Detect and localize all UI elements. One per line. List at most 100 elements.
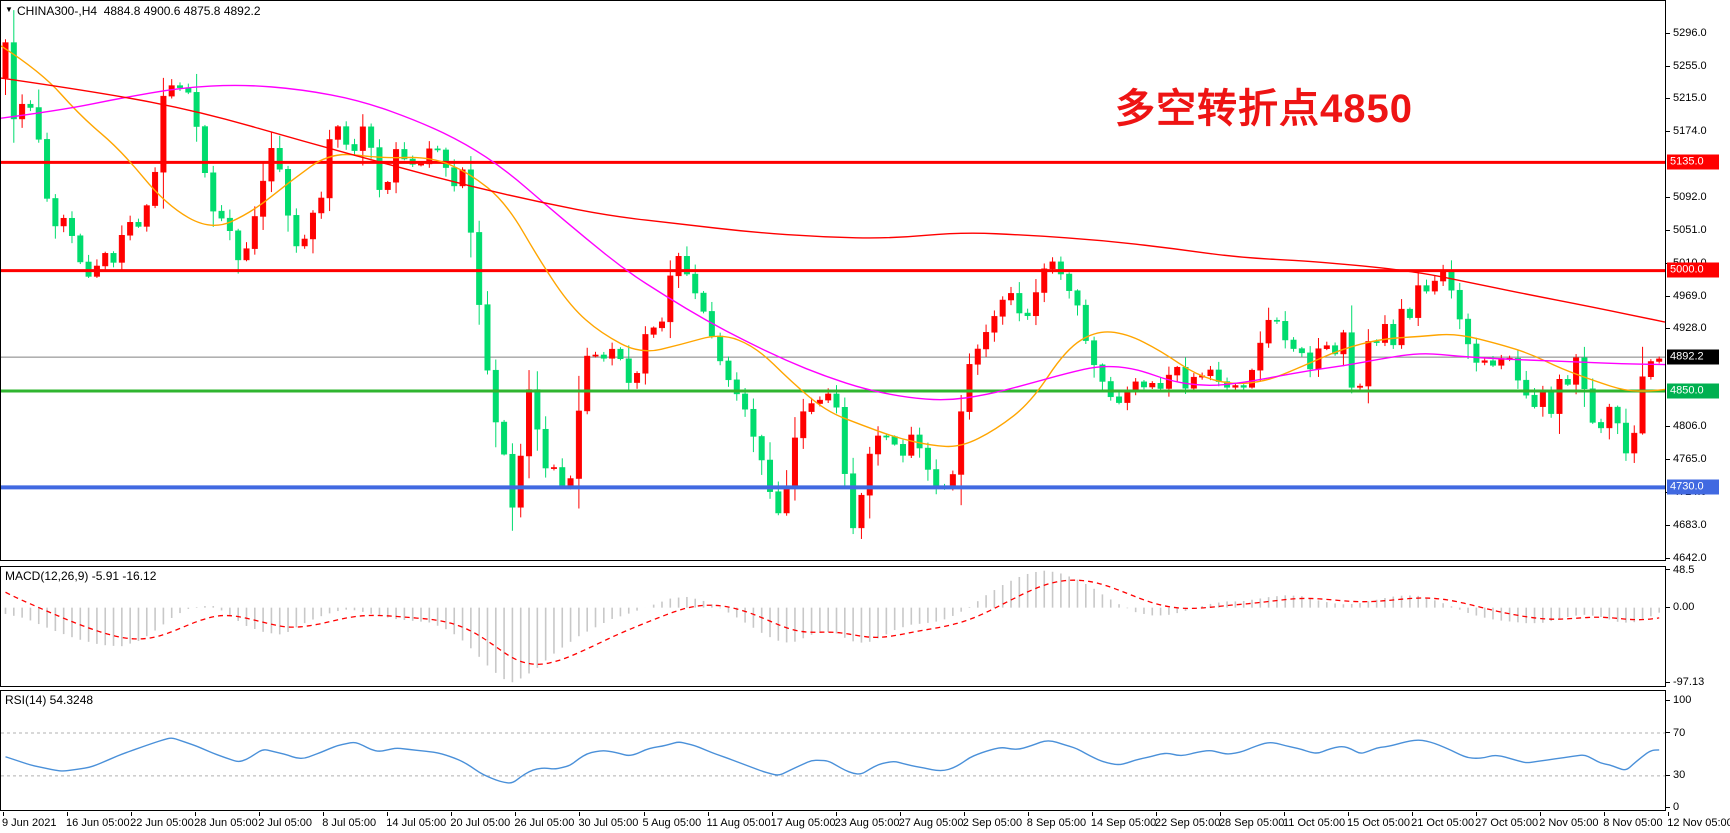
date-tick: [1219, 812, 1221, 816]
date-tick: [1412, 812, 1414, 816]
main-chart-panel[interactable]: [0, 0, 1666, 561]
date-label: 2 Sep 05:00: [962, 817, 1023, 829]
date-tick: [67, 812, 69, 816]
price-marker-5135.0: 5135.0: [1667, 154, 1719, 170]
date-tick: [1668, 812, 1670, 816]
ma-fast-orange: [1, 45, 1665, 448]
macd-indicator-panel[interactable]: [0, 566, 1666, 687]
price-marker-4730.0: 4730.0: [1667, 479, 1719, 495]
axis-tick-label: 4928.0: [1673, 322, 1707, 334]
date-tick: [1540, 812, 1542, 816]
axis-tick: [1666, 229, 1670, 231]
macd-label: MACD(12,26,9) -5.91 -16.12: [5, 569, 157, 583]
date-tick: [387, 812, 389, 816]
axis-tick: [1666, 458, 1670, 460]
symbol-dropdown-icon[interactable]: ▼: [5, 5, 13, 14]
axis-tick-label: 5296.0: [1673, 27, 1707, 39]
rsi-chart[interactable]: [1, 691, 1665, 810]
axis-tick-label: 30: [1673, 769, 1686, 782]
price-marker-4892.2: 4892.2: [1667, 349, 1719, 365]
axis-tick-label: 5215.0: [1673, 92, 1707, 104]
price-marker-4850.0: 4850.0: [1667, 383, 1719, 399]
date-tick: [1604, 812, 1606, 816]
rsi-label: RSI(14) 54.3248: [5, 693, 94, 707]
date-label: 27 Oct 05:00: [1475, 817, 1539, 829]
date-label: 30 Jul 05:00: [578, 817, 639, 829]
ohlc-values: 4884.8 4900.6 4875.8 4892.2: [103, 4, 261, 18]
axis-tick-label: 0.00: [1673, 601, 1695, 614]
axis-tick: [1666, 569, 1670, 570]
ma-mid-magenta: [1, 84, 1665, 401]
ma-slow-red: [1, 77, 1665, 323]
date-label: 28 Sep 05:00: [1218, 817, 1285, 829]
date-tick: [1027, 812, 1029, 816]
axis-tick: [1666, 557, 1670, 559]
axis-tick-label: 48.5: [1673, 563, 1695, 576]
macd-chart[interactable]: [1, 567, 1665, 686]
date-tick: [707, 812, 709, 816]
date-label: 20 Jul 05:00: [450, 817, 511, 829]
axis-tick-label: 5174.0: [1673, 125, 1707, 137]
axis-tick-label: 4806.0: [1673, 420, 1707, 432]
date-label: 2 Jul 05:00: [258, 817, 313, 829]
axis-tick: [1666, 682, 1670, 683]
date-label: 5 Aug 05:00: [642, 817, 702, 829]
date-tick: [515, 812, 517, 816]
axis-tick-label: 5092.0: [1673, 191, 1707, 203]
date-label: 8 Nov 05:00: [1603, 817, 1663, 829]
date-tick: [259, 812, 261, 816]
date-label: 22 Jun 05:00: [130, 817, 194, 829]
axis-tick: [1666, 524, 1670, 526]
date-label: 2 Nov 05:00: [1539, 817, 1599, 829]
date-axis[interactable]: 9 Jun 2021 16 Jun 05:00 22 Jun 05:00 28 Jun…: [0, 812, 1730, 833]
axis-tick: [1666, 775, 1670, 776]
axis-tick: [1666, 327, 1670, 329]
date-label: 28 Jun 05:00: [194, 817, 258, 829]
date-tick: [1155, 812, 1157, 816]
date-label: 8 Jul 05:00: [322, 817, 377, 829]
date-tick: [1091, 812, 1093, 816]
date-label: 21 Oct 05:00: [1411, 817, 1475, 829]
date-label: 11 Aug 05:00: [706, 817, 771, 829]
annotation-text: 多空转折点4850: [1115, 87, 1413, 131]
axis-tick-label: 100: [1673, 694, 1692, 707]
date-tick: [963, 812, 965, 816]
date-label: 9 Jun 2021: [2, 817, 57, 829]
date-label: 26 Jul 05:00: [514, 817, 575, 829]
chart-title: CHINA300-,H4 4884.8 4900.6 4875.8 4892.2: [17, 4, 261, 18]
axis-tick-label: 0: [1673, 801, 1680, 814]
price-marker-5000.0: 5000.0: [1667, 262, 1719, 278]
axis-tick-label: 70: [1673, 726, 1686, 739]
axis-tick-label: 4642.0: [1673, 552, 1707, 564]
date-tick: [899, 812, 901, 816]
date-label: 11 Oct 05:00: [1283, 817, 1346, 829]
axis-tick: [1666, 196, 1670, 198]
axis-tick: [1666, 732, 1670, 733]
axis-tick: [1666, 65, 1670, 67]
axis-tick-label: 5051.0: [1673, 224, 1707, 236]
axis-tick: [1666, 32, 1670, 34]
symbol-timeframe-label: CHINA300-,H4: [17, 4, 98, 18]
date-tick: [131, 812, 133, 816]
date-tick: [771, 812, 773, 816]
date-label: 15 Oct 05:00: [1347, 817, 1411, 829]
date-tick: [579, 812, 581, 816]
date-tick: [1476, 812, 1478, 816]
rsi-indicator-panel[interactable]: [0, 690, 1666, 811]
date-label: 8 Sep 05:00: [1026, 817, 1087, 829]
date-label: 16 Jun 05:00: [66, 817, 130, 829]
date-label: 14 Sep 05:00: [1090, 817, 1157, 829]
axis-tick-label: -97.13: [1673, 676, 1705, 689]
date-tick: [1284, 812, 1285, 816]
candlestick-chart[interactable]: [1, 1, 1665, 560]
axis-tick-label: 4683.0: [1673, 519, 1707, 531]
date-tick: [451, 812, 453, 816]
date-label: 22 Sep 05:00: [1154, 817, 1221, 829]
axis-tick-label: 4765.0: [1673, 453, 1707, 465]
date-label: 27 Aug 05:00: [898, 817, 964, 829]
date-tick: [1348, 812, 1350, 816]
date-label: 14 Jul 05:00: [386, 817, 447, 829]
axis-tick-label: 4969.0: [1673, 290, 1707, 302]
candlestick-series: [2, 10, 1663, 539]
